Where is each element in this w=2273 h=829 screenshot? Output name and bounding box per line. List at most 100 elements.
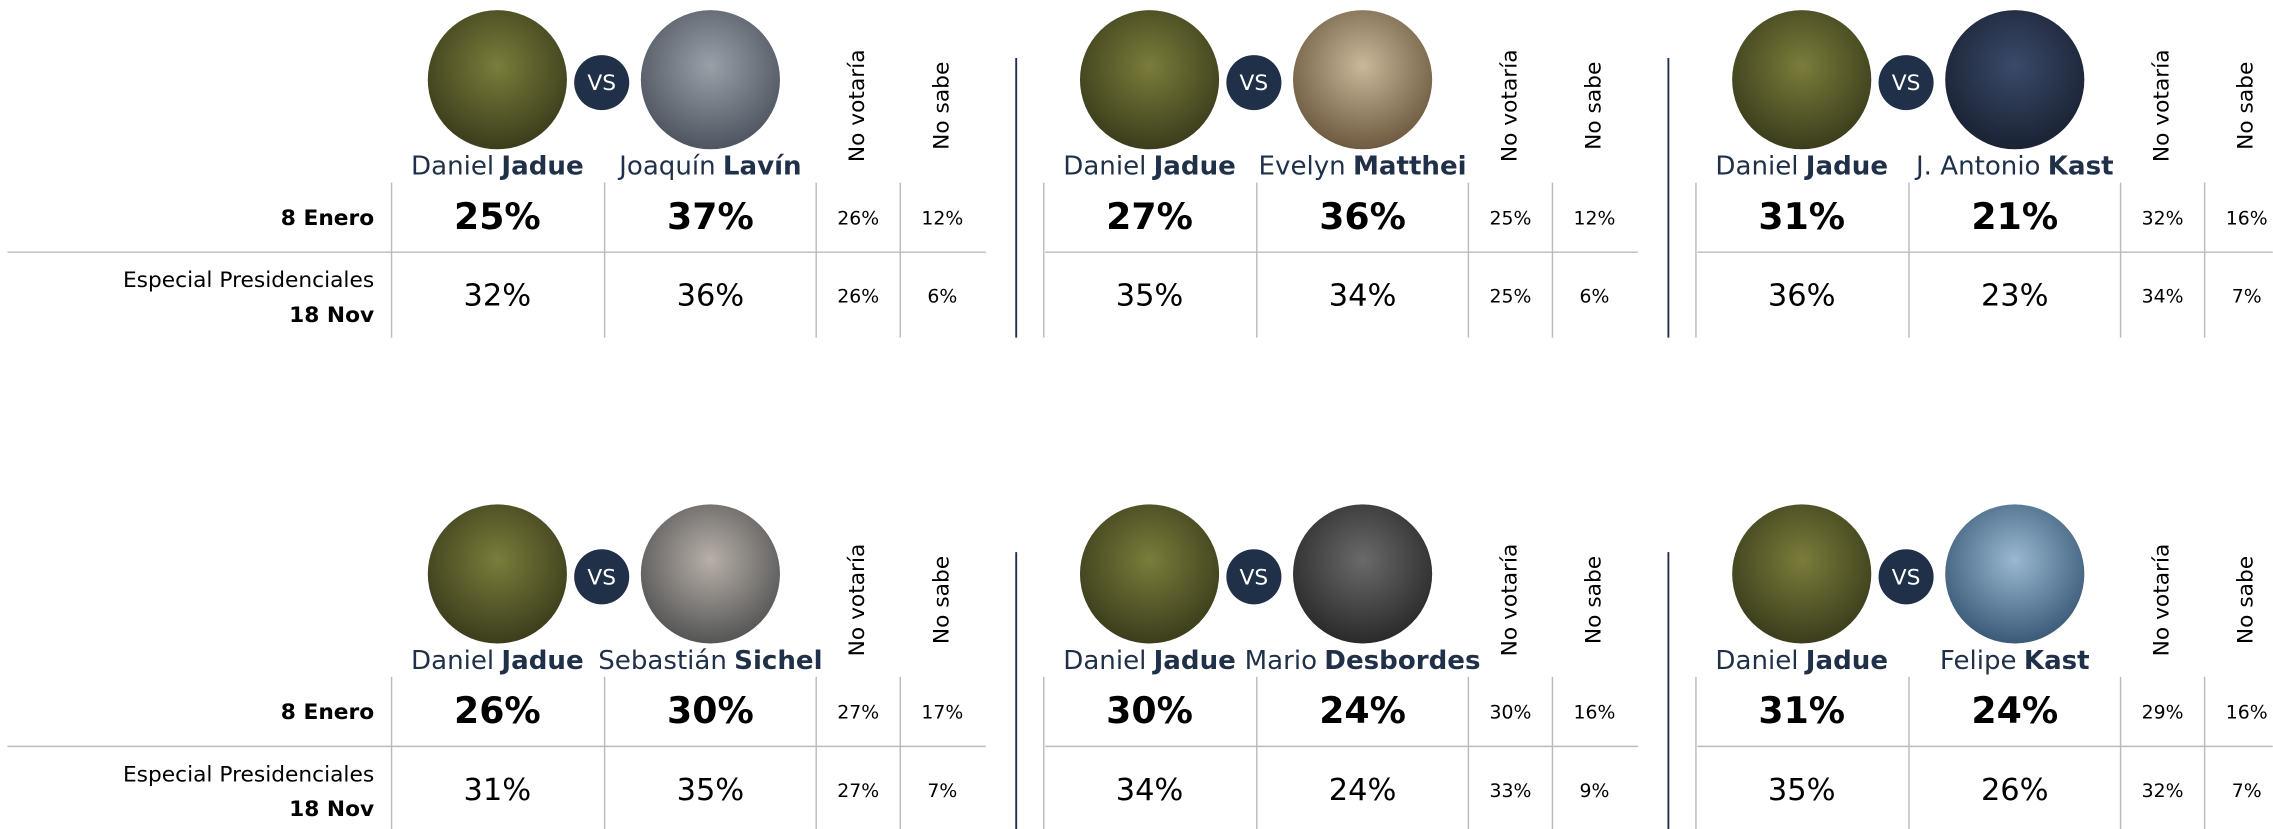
first-name: Daniel: [1063, 645, 1146, 675]
cell-value: 21%: [1971, 195, 2058, 238]
last-name: Jadue: [1152, 645, 1236, 675]
first-name: Daniel: [1715, 151, 1798, 181]
candidate-photo: [1945, 504, 2085, 644]
cell-value: 24%: [1329, 773, 1397, 808]
cell-value: 25%: [1489, 287, 1531, 308]
first-name: Joaquín: [617, 151, 715, 181]
row-label: 8 Enero: [281, 700, 374, 725]
column-header: No votaría: [2150, 544, 2175, 657]
column-header: No sabe: [1581, 62, 1606, 150]
first-name: J. Antonio: [1914, 151, 2041, 181]
last-name: Jadue: [1804, 645, 1888, 675]
cell-value: 35%: [677, 773, 745, 808]
last-name: Sichel: [734, 645, 822, 675]
candidate-photo: [427, 504, 567, 644]
cell-value: 29%: [2142, 703, 2184, 724]
candidate-photo: [1079, 504, 1220, 644]
column-header: No votaría: [1497, 544, 1522, 657]
cell-value: 32%: [2142, 208, 2184, 229]
first-name: Daniel: [1063, 151, 1146, 181]
column-header: No sabe: [2234, 62, 2259, 150]
cell-value: 12%: [1574, 208, 1616, 229]
candidate-name: Daniel Jadue: [411, 645, 584, 675]
column-header: No votaría: [845, 49, 870, 162]
vs-badge: [1878, 549, 1934, 605]
cell-value: 27%: [837, 781, 879, 802]
cell-value: 25%: [454, 195, 541, 238]
cell-value: 16%: [2226, 208, 2268, 229]
cell-value: 30%: [1489, 703, 1531, 724]
cell-value: 26%: [454, 689, 541, 732]
last-name: Kast: [2048, 151, 2114, 181]
cell-value: 33%: [1489, 781, 1531, 802]
cell-value: 35%: [1768, 773, 1836, 808]
vs-label: VS: [587, 71, 616, 96]
cell-value: 24%: [1319, 689, 1406, 732]
cell-value: 37%: [667, 195, 754, 238]
cell-value: 17%: [921, 703, 963, 724]
cell-value: 30%: [667, 689, 754, 732]
last-name: Jadue: [499, 645, 583, 675]
cell-value: 25%: [1489, 208, 1531, 229]
vs-label: VS: [1240, 565, 1269, 590]
cell-value: 9%: [1580, 781, 1610, 802]
cell-value: 6%: [1580, 287, 1610, 308]
cell-value: 26%: [1981, 773, 2049, 808]
column-header: No votaría: [2150, 49, 2175, 162]
candidate-name: Sebastián Sichel: [598, 645, 822, 675]
cell-value: 12%: [921, 208, 963, 229]
first-name: Daniel: [411, 151, 494, 181]
candidate-photo: [1732, 504, 1872, 644]
candidate-photo: [1293, 504, 1433, 644]
column-header: No sabe: [2234, 556, 2259, 644]
column-header: No sabe: [1581, 556, 1606, 644]
vs-label: VS: [1892, 565, 1921, 590]
cell-value: 32%: [2142, 781, 2184, 802]
candidate-photo: [1945, 10, 2085, 150]
candidate-name: Daniel Jadue: [1715, 151, 1888, 181]
first-name: Evelyn: [1259, 151, 1346, 181]
cell-value: 26%: [837, 208, 879, 229]
candidate-name: Daniel Jadue: [1715, 645, 1888, 675]
candidate-name: J. Antonio Kast: [1914, 151, 2114, 181]
vs-badge: [574, 55, 630, 111]
row-label: 8 Enero: [281, 206, 374, 231]
cell-value: 34%: [2142, 287, 2184, 308]
vs-label: VS: [1240, 71, 1269, 96]
candidate-photo: [640, 10, 780, 150]
vs-badge: [1878, 55, 1934, 111]
cell-value: 7%: [927, 781, 957, 802]
last-name: Jadue: [499, 151, 583, 181]
last-name: Jadue: [1152, 151, 1236, 181]
cell-value: 34%: [1329, 279, 1397, 314]
cell-value: 16%: [2226, 703, 2268, 724]
candidate-photo: [427, 10, 567, 150]
cell-value: 34%: [1116, 773, 1184, 808]
cell-value: 6%: [927, 287, 957, 308]
cell-value: 31%: [1758, 195, 1845, 238]
cell-value: 16%: [1574, 703, 1616, 724]
row-label: Especial Presidenciales: [123, 268, 374, 293]
row-label: Especial Presidenciales: [123, 762, 374, 787]
last-name: Kast: [2024, 645, 2090, 675]
vs-badge: [1226, 549, 1282, 605]
column-header: No votaría: [1497, 49, 1522, 162]
cell-value: 36%: [1768, 279, 1836, 314]
column-header: No sabe: [929, 556, 954, 644]
candidate-photo: [1079, 10, 1220, 150]
first-name: Daniel: [411, 645, 494, 675]
column-header: No sabe: [929, 62, 954, 150]
column-header: No votaría: [845, 544, 870, 657]
vs-label: VS: [1892, 71, 1921, 96]
cell-value: 31%: [1758, 689, 1845, 732]
candidate-photo: [640, 504, 780, 644]
first-name: Sebastián: [598, 645, 727, 675]
vs-badge: [574, 549, 630, 605]
cell-value: 7%: [2232, 287, 2262, 308]
candidate-name: Joaquín Lavín: [617, 151, 801, 181]
cell-value: 30%: [1106, 689, 1193, 732]
last-name: Lavín: [723, 151, 802, 181]
vs-badge: [1226, 55, 1282, 111]
candidate-photo: [1732, 10, 1872, 150]
